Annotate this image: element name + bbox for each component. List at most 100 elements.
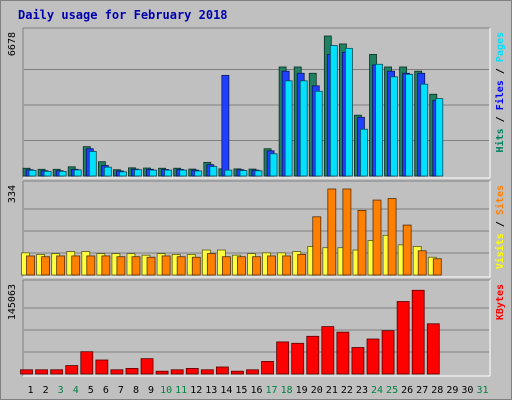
- legend-hits: Hits: [494, 128, 506, 152]
- y-max-label: 6678: [7, 32, 18, 56]
- x-tick-label: 13: [205, 385, 217, 396]
- bar-sites-day-15: [237, 256, 246, 276]
- bar-pages-day-9: [149, 169, 157, 177]
- bar-sites-day-26: [402, 224, 412, 276]
- bar-pages-day-14: [224, 169, 233, 177]
- x-tick-label: 25: [386, 385, 398, 396]
- bar-kbytes-day-2: [35, 369, 48, 375]
- bar-pages-day-23: [360, 128, 368, 177]
- bar-kbytes-day-4: [65, 365, 79, 375]
- bar-sites-day-5: [86, 255, 96, 276]
- y-max-label: 145063: [7, 284, 18, 320]
- legend-files: Files: [494, 80, 506, 110]
- bar-kbytes-day-10: [155, 370, 169, 375]
- bar-pages-day-3: [58, 170, 67, 177]
- bar-sites-day-1: [26, 255, 35, 276]
- x-tick-label: 28: [431, 385, 443, 396]
- x-tick-label: 10: [160, 385, 172, 396]
- x-tick-label: 6: [103, 385, 109, 396]
- bar-kbytes-day-16: [246, 369, 259, 375]
- bar-kbytes-day-12: [185, 368, 199, 375]
- bar-pages-day-16: [254, 170, 263, 177]
- bar-kbytes-day-14: [215, 366, 229, 375]
- x-tick-label: 24: [371, 385, 383, 396]
- x-tick-label: 12: [190, 385, 202, 396]
- bar-kbytes-day-13: [200, 369, 214, 375]
- bar-pages-day-8: [134, 169, 142, 177]
- bar-pages-day-17: [269, 153, 278, 177]
- bar-sites-day-11: [176, 256, 186, 276]
- bar-sites-day-14: [221, 256, 231, 276]
- bar-sites-day-27: [417, 250, 427, 276]
- x-tick-label: 14: [220, 385, 232, 396]
- bar-pages-day-11: [179, 169, 188, 177]
- bar-pages-day-1: [28, 169, 37, 177]
- bar-kbytes-day-20: [306, 335, 320, 375]
- bar-kbytes-day-11: [170, 369, 184, 375]
- y-max-label: 334: [7, 185, 18, 203]
- x-tick-label: 19: [296, 385, 308, 396]
- bar-kbytes-day-9: [140, 358, 154, 375]
- bar-pages-day-24: [375, 63, 383, 177]
- bar-kbytes-day-24: [366, 338, 380, 375]
- x-tick-label: 1: [28, 385, 34, 396]
- bar-pages-day-13: [209, 166, 218, 177]
- legend-pages: Pages: [495, 32, 506, 62]
- bar-kbytes-day-18: [276, 341, 290, 375]
- x-tick-label: 18: [281, 385, 293, 396]
- legend-separator: /: [495, 110, 506, 128]
- bar-kbytes-day-19: [291, 342, 305, 375]
- legend-separator: /: [495, 62, 506, 80]
- bar-pages-day-10: [164, 169, 173, 177]
- bar-sites-day-17: [267, 255, 276, 276]
- bar-sites-day-20: [312, 216, 322, 276]
- bar-sites-day-25: [387, 198, 397, 276]
- bar-sites-day-23: [357, 209, 367, 276]
- bar-pages-day-19: [299, 80, 308, 177]
- x-tick-label: 30: [461, 385, 473, 396]
- legend: Hits / Files / Pages: [494, 32, 506, 152]
- x-tick-label: 21: [326, 385, 338, 396]
- x-tick-label: 4: [73, 385, 79, 396]
- legend-sites: Sites: [494, 185, 506, 215]
- bar-sites-day-22: [342, 188, 352, 276]
- bar-files-day-14: [221, 74, 230, 177]
- bar-sites-day-9: [146, 256, 156, 276]
- x-tick-label: 20: [311, 385, 323, 396]
- bar-sites-day-12: [191, 256, 201, 276]
- bar-pages-day-25: [390, 76, 398, 177]
- bar-kbytes-day-15: [231, 370, 244, 375]
- bar-pages-day-4: [73, 169, 82, 177]
- bar-kbytes-day-21: [321, 326, 335, 375]
- bar-pages-day-18: [284, 80, 293, 177]
- chart-title: Daily usage for February 2018: [18, 8, 228, 22]
- x-tick-label: 15: [235, 385, 247, 396]
- bar-pages-day-7: [119, 171, 127, 177]
- x-tick-label: 31: [476, 385, 488, 396]
- bar-pages-day-28: [435, 98, 444, 177]
- legend-separator: /: [495, 215, 506, 233]
- bar-kbytes-day-28: [426, 323, 440, 375]
- bar-sites-day-13: [206, 253, 216, 276]
- x-tick-label: 29: [446, 385, 458, 396]
- bar-pages-day-5: [88, 151, 97, 177]
- bar-sites-day-8: [131, 256, 141, 276]
- x-tick-label: 9: [148, 385, 154, 396]
- bar-pages-day-15: [239, 170, 248, 177]
- legend: KBytes: [495, 284, 506, 320]
- legend: Visits / Sites: [494, 185, 506, 269]
- bar-pages-day-2: [43, 170, 52, 177]
- bar-sites-day-16: [252, 256, 261, 276]
- x-tick-label: 17: [266, 385, 278, 396]
- bar-kbytes-day-25: [381, 330, 395, 375]
- bar-kbytes-day-22: [336, 331, 350, 375]
- bar-pages-day-22: [344, 47, 353, 177]
- bar-sites-day-7: [116, 256, 126, 276]
- bar-pages-day-26: [405, 73, 414, 177]
- bar-kbytes-day-5: [80, 351, 94, 375]
- x-tick-label: 22: [341, 385, 353, 396]
- bar-pages-day-21: [329, 45, 338, 177]
- bar-sites-day-24: [372, 199, 382, 276]
- bar-kbytes-day-6: [95, 359, 109, 375]
